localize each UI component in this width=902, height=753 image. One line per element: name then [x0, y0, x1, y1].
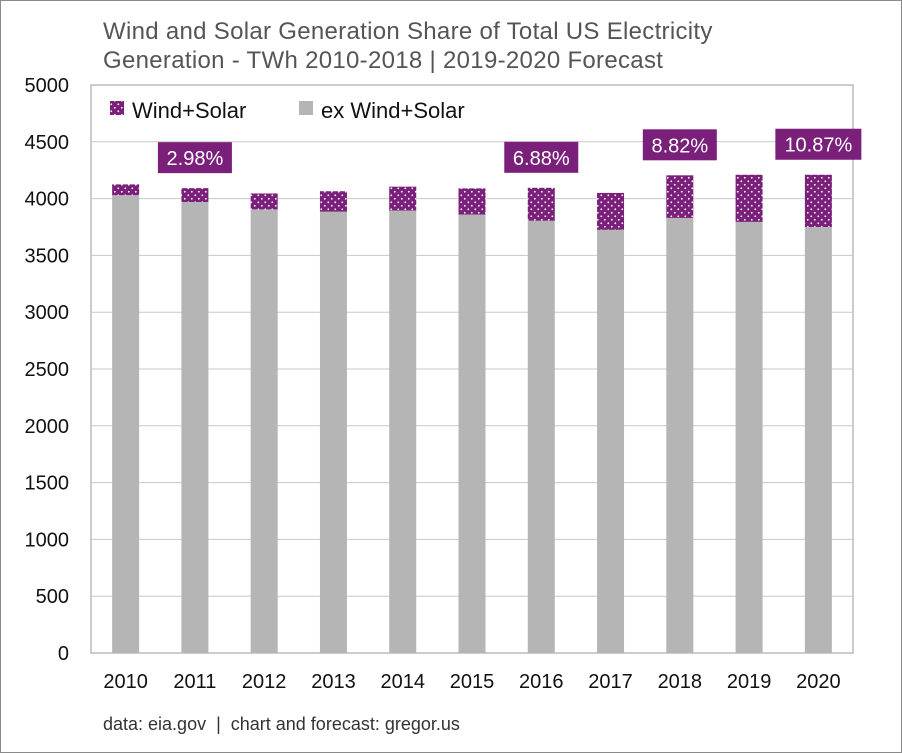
y-tick-label: 3500	[25, 245, 70, 267]
legend-label: Wind+Solar	[132, 98, 246, 123]
annotation-box	[504, 141, 579, 173]
bar-wind-solar	[666, 175, 694, 218]
bar-wind-solar	[527, 187, 555, 221]
y-tick-label: 4000	[25, 189, 70, 211]
bar-wind-solar	[735, 174, 763, 222]
y-tick-label: 4500	[25, 132, 70, 154]
bar-wind-solar	[112, 184, 140, 196]
y-tick-label: 3000	[25, 302, 70, 324]
bar-ex-wind-solar	[597, 229, 625, 653]
x-tick-label: 2018	[658, 671, 703, 693]
share-annotation: 10.87%	[775, 128, 862, 160]
x-tick-label: 2020	[796, 671, 841, 693]
y-tick-label: 1500	[25, 473, 70, 495]
legend: Wind+Solar ex Wind+Solar	[110, 98, 465, 123]
x-tick-label: 2019	[727, 671, 772, 693]
chart-title-line-2: Generation - TWh 2010-2018 | 2019-2020 F…	[103, 47, 663, 74]
x-tick-label: 2010	[103, 671, 148, 693]
x-tick-label: 2012	[242, 671, 287, 693]
annotation-box	[642, 129, 717, 161]
bar-ex-wind-solar	[666, 217, 694, 654]
annotation-label: 6.88%	[513, 148, 570, 170]
bar-ex-wind-solar	[181, 202, 209, 653]
share-annotation: 2.98%	[157, 142, 232, 174]
annotation-box	[775, 128, 862, 160]
annotation-box	[157, 142, 232, 174]
bar-ex-wind-solar	[250, 209, 278, 653]
bar-wind-solar	[319, 191, 347, 212]
bar-ex-wind-solar	[112, 195, 140, 653]
bar-wind-solar	[181, 188, 209, 203]
x-tick-label: 2014	[380, 671, 425, 693]
bar-wind-solar	[250, 193, 278, 210]
bar-wind-solar	[458, 188, 486, 215]
bar-wind-solar	[389, 186, 417, 211]
y-tick-label: 0	[58, 643, 69, 665]
y-tick-label: 2000	[25, 416, 70, 438]
x-tick-label: 2016	[519, 671, 564, 693]
legend-swatch	[299, 101, 313, 115]
annotation-label: 2.98%	[167, 148, 224, 170]
x-tick-label: 2013	[311, 671, 356, 693]
y-tick-label: 2500	[25, 359, 70, 381]
chart-title-line-1: Wind and Solar Generation Share of Total…	[103, 18, 713, 45]
annotation-label: 10.87%	[784, 135, 852, 157]
annotation-label: 8.82%	[651, 135, 708, 157]
source-note: data: eia.gov | chart and forecast: greg…	[103, 714, 460, 734]
bar-ex-wind-solar	[389, 210, 417, 653]
share-annotation: 6.88%	[504, 141, 579, 173]
y-tick-label: 5000	[25, 75, 70, 97]
bar-wind-solar	[804, 174, 832, 227]
plot-area: 0 500 1000 1500 2000 2500 3000 3500 4000 4500 5000…	[25, 75, 862, 693]
bar-ex-wind-solar	[804, 227, 832, 653]
y-tick-label: 1000	[25, 529, 70, 551]
y-tick-label: 500	[36, 586, 69, 608]
bar-ex-wind-solar	[319, 211, 347, 653]
bar-ex-wind-solar	[458, 214, 486, 653]
legend-swatch	[110, 101, 124, 115]
legend-label: ex Wind+Solar	[321, 98, 465, 123]
bar-ex-wind-solar	[735, 221, 763, 653]
legend-item: Wind+Solar	[110, 98, 246, 123]
x-tick-label: 2011	[173, 671, 216, 693]
x-tick-label: 2015	[450, 671, 495, 693]
bar-ex-wind-solar	[527, 220, 555, 653]
x-tick-label: 2017	[588, 671, 633, 693]
bar-wind-solar	[597, 192, 625, 230]
legend-item: ex Wind+Solar	[299, 98, 465, 123]
share-annotation: 8.82%	[642, 129, 717, 161]
